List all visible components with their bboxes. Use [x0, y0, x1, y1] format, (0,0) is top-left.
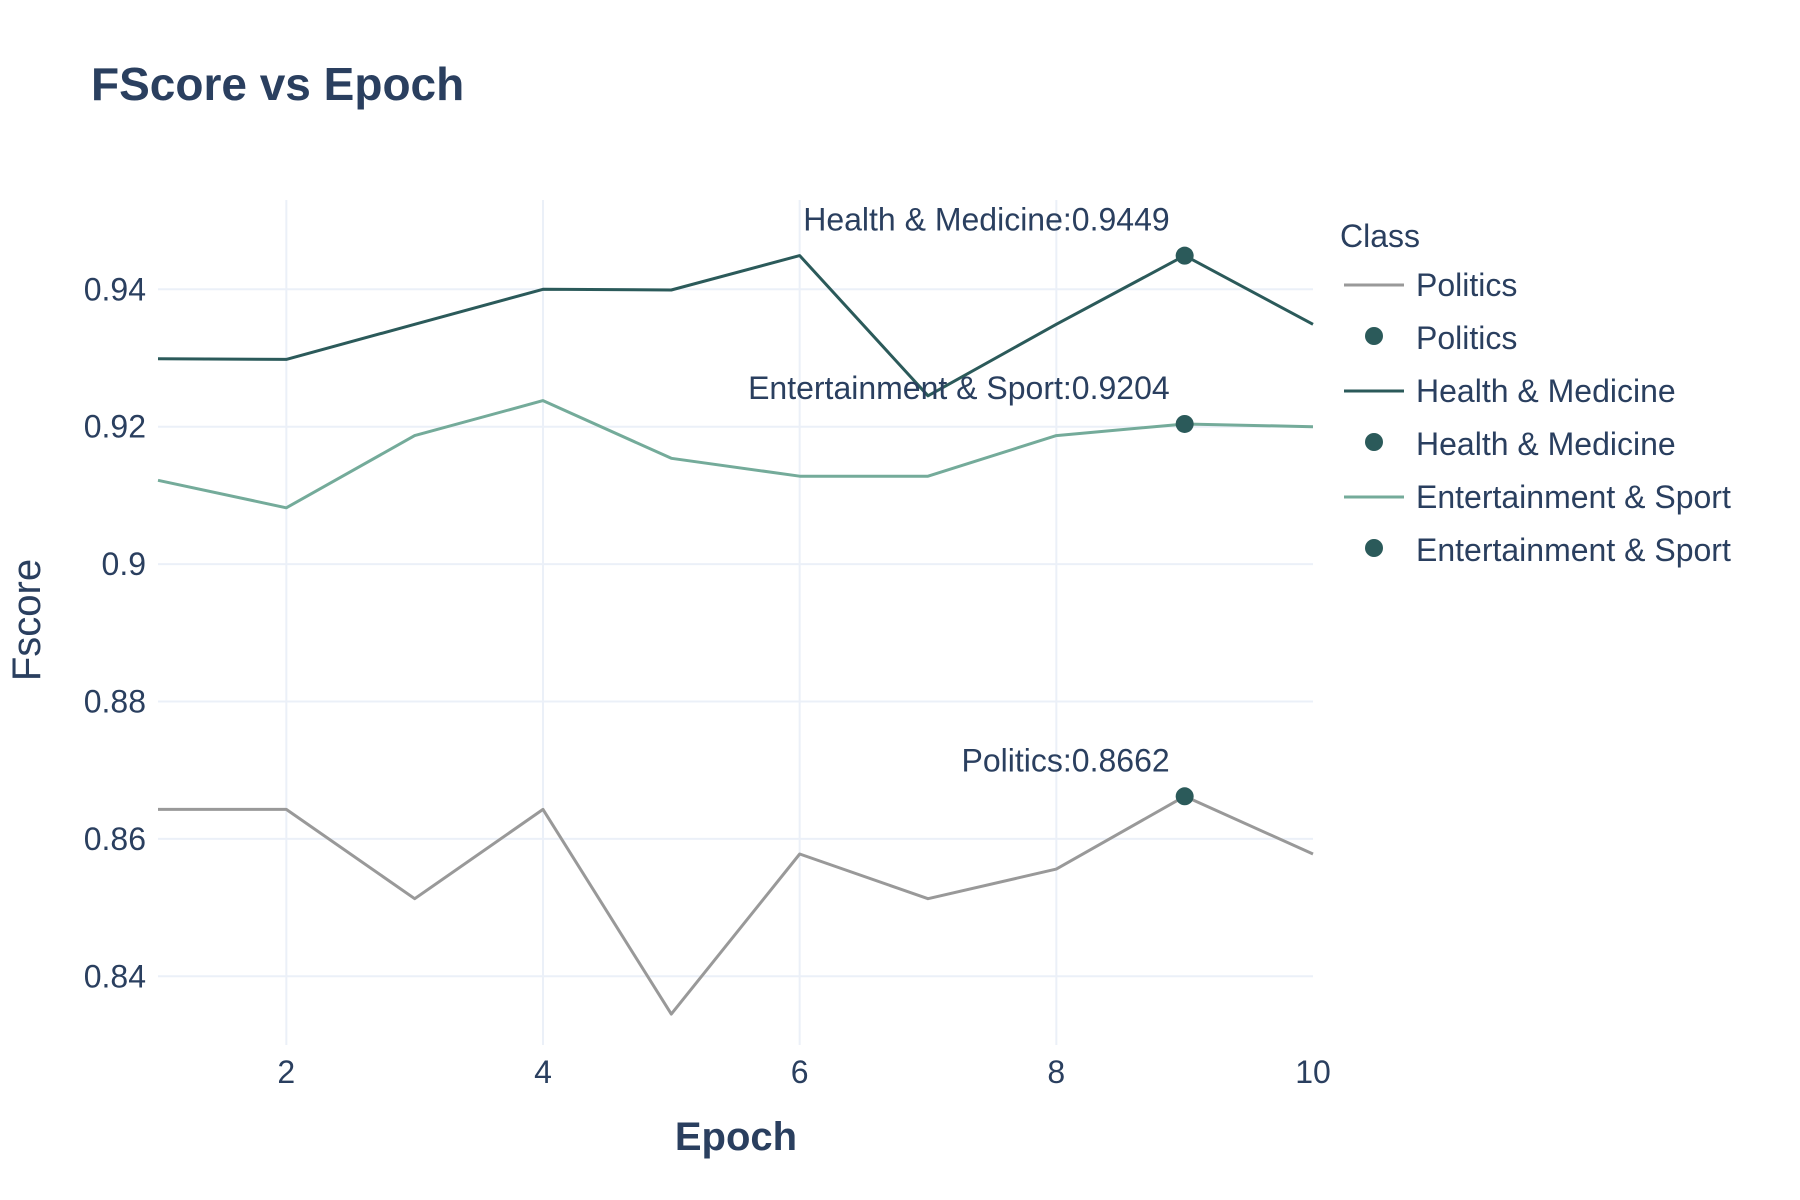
max-point-marker — [1175, 787, 1194, 806]
legend-item: Health & Medicine — [1365, 426, 1676, 462]
legend-item: Politics — [1344, 267, 1517, 303]
x-tick-label: 8 — [1047, 1054, 1065, 1090]
x-tick-label: 4 — [534, 1054, 552, 1090]
max-point-marker — [1175, 414, 1194, 433]
x-axis-title: Epoch — [675, 1115, 797, 1159]
x-axis-ticks: 2 4 6 8 10 — [277, 1054, 1330, 1090]
legend-label: Politics — [1416, 320, 1517, 356]
y-tick-label: 0.86 — [84, 821, 146, 857]
legend-items: Politics Politics Health & Medicine Health … — [1344, 267, 1731, 568]
legend-marker-swatch — [1365, 327, 1383, 345]
legend-label: Entertainment & Sport — [1416, 532, 1731, 568]
annotation-layer: Politics:0.8662 Health & Medicine:0.9449 E… — [748, 202, 1170, 779]
grid — [158, 200, 1313, 1045]
legend-label: Politics — [1416, 267, 1517, 303]
max-point-annotation: Politics:0.8662 — [962, 742, 1170, 778]
legend-marker-swatch — [1365, 433, 1383, 451]
marker-layer — [1175, 246, 1194, 806]
series-layer — [157, 254, 1314, 1016]
y-axis-ticks: 0.84 0.86 0.88 0.9 0.92 0.94 — [84, 271, 146, 994]
legend-title: Class — [1340, 218, 1420, 254]
max-point-annotation: Health & Medicine:0.9449 — [803, 202, 1169, 238]
y-tick-label: 0.94 — [84, 271, 146, 307]
legend-label: Health & Medicine — [1416, 426, 1676, 462]
legend-marker-swatch — [1365, 539, 1383, 557]
y-axis-title: Fscore — [5, 559, 49, 681]
y-tick-label: 0.88 — [84, 684, 146, 720]
legend-item: Entertainment & Sport — [1344, 479, 1731, 515]
series-line-politics — [158, 794, 1314, 1016]
legend-item: Politics — [1365, 320, 1517, 356]
max-point-annotation: Entertainment & Sport:0.9204 — [748, 370, 1170, 406]
legend-item: Entertainment & Sport — [1365, 532, 1731, 568]
series-line-entertainment-sport — [157, 399, 1314, 510]
series-line-health-medicine — [157, 254, 1314, 398]
y-tick-label: 0.9 — [102, 546, 146, 582]
y-tick-label: 0.84 — [84, 958, 146, 994]
legend-label: Health & Medicine — [1416, 373, 1676, 409]
x-tick-label: 10 — [1295, 1054, 1331, 1090]
legend-item: Health & Medicine — [1344, 373, 1676, 409]
legend-label: Entertainment & Sport — [1416, 479, 1731, 515]
x-tick-label: 2 — [277, 1054, 295, 1090]
legend: Class Politics Politics Health & Medicine H… — [1340, 218, 1731, 568]
y-tick-label: 0.92 — [84, 409, 146, 445]
max-point-marker — [1175, 246, 1194, 265]
chart-title: FScore vs Epoch — [91, 58, 464, 110]
x-tick-label: 6 — [791, 1054, 809, 1090]
